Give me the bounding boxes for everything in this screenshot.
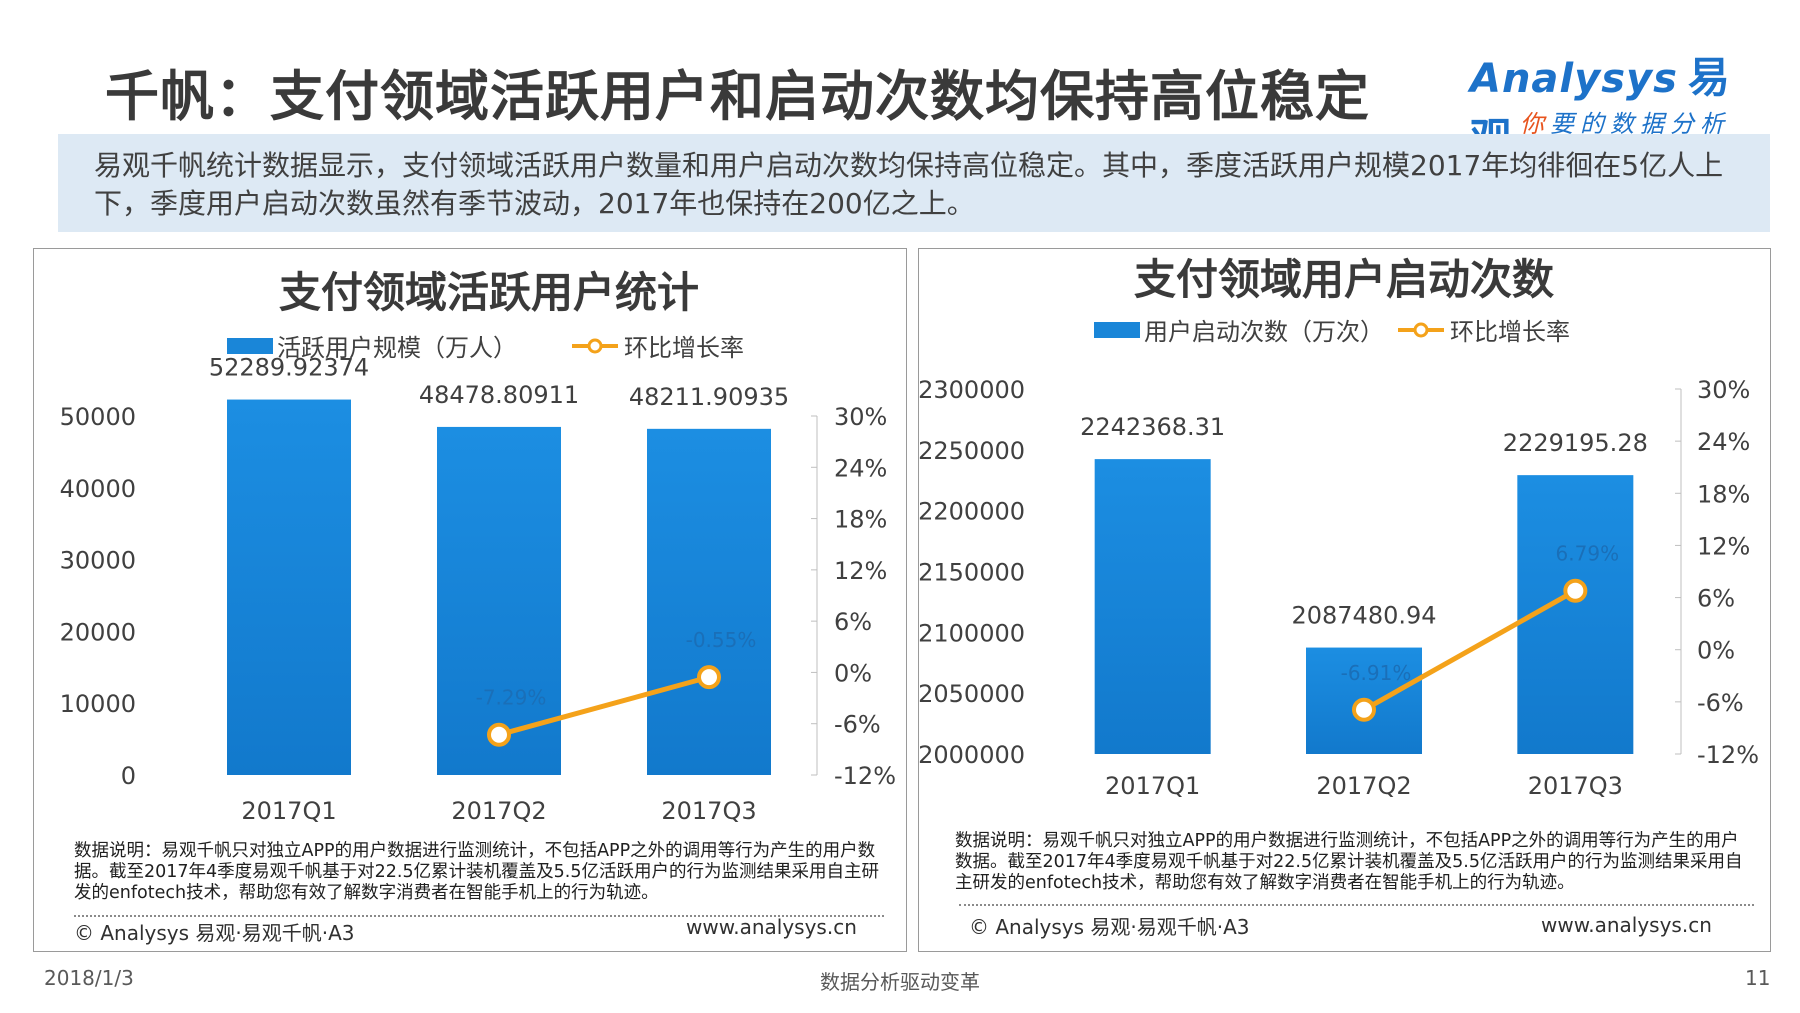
bar-value-label: 48211.90935 <box>629 383 789 411</box>
growth-value-label: -0.55% <box>686 628 757 652</box>
logo-slogan-rest: 要的数据分析 <box>1550 110 1730 138</box>
site-url: www.analysys.cn <box>686 915 857 939</box>
bar-value-label: 2087480.94 <box>1291 602 1436 630</box>
y2-tick-label: 12% <box>834 557 887 585</box>
bar <box>437 426 561 775</box>
y2-tick-label: 30% <box>1697 376 1750 404</box>
y-tick-label: 2250000 <box>919 437 1025 465</box>
y-tick-label: 2300000 <box>919 376 1025 404</box>
summary-box: 易观千帆统计数据显示，支付领域活跃用户数量和用户启动次数均保持高位稳定。其中，季… <box>58 134 1770 232</box>
copyright: © Analysys 易观·易观千帆·A3 <box>969 915 1250 939</box>
y2-tick-label: -6% <box>1697 689 1744 717</box>
bar-value-label: 52289.92374 <box>209 354 369 382</box>
logo-brand: Analysys <box>1470 56 1678 102</box>
y-tick-label: 10000 <box>60 690 136 718</box>
legend-bar-label: 用户启动次数（万次） <box>1144 318 1384 346</box>
x-tick-label: 2017Q2 <box>1316 772 1411 800</box>
growth-value-label: 6.79% <box>1556 542 1620 566</box>
x-tick-label: 2017Q1 <box>1105 772 1200 800</box>
chart-title: 支付领域用户启动次数 <box>1134 255 1554 304</box>
bar <box>227 399 351 775</box>
x-tick-label: 2017Q3 <box>661 797 756 825</box>
x-tick-label: 2017Q3 <box>1528 772 1623 800</box>
legend-bar-swatch <box>227 338 273 354</box>
site-url: www.analysys.cn <box>1541 913 1712 937</box>
data-note: 数据说明：易观千帆只对独立APP的用户数据进行监测统计，不包括APP之外的调用等… <box>955 831 1743 893</box>
growth-value-label: -7.29% <box>476 686 547 710</box>
legend-line-label: 环比增长率 <box>1450 318 1570 346</box>
copyright: © Analysys 易观·易观千帆·A3 <box>74 921 355 945</box>
y2-tick-label: 6% <box>1697 585 1735 613</box>
y2-tick-label: 12% <box>1697 532 1750 560</box>
y2-tick-label: -6% <box>834 711 881 739</box>
y2-tick-label: 30% <box>834 403 887 431</box>
y-tick-label: 2050000 <box>919 680 1025 708</box>
bar-value-label: 48478.80911 <box>419 381 579 409</box>
bar-value-label: 2242368.31 <box>1080 413 1225 441</box>
legend-bar-label: 活跃用户规模（万人） <box>277 334 517 362</box>
legend-bar-swatch <box>1094 322 1140 338</box>
y-tick-label: 2200000 <box>919 498 1025 526</box>
growth-point <box>697 665 721 690</box>
y2-tick-label: 6% <box>834 608 872 636</box>
growth-line <box>1362 588 1577 712</box>
bar-value-label: 2229195.28 <box>1503 429 1648 457</box>
y-tick-label: 20000 <box>60 618 136 646</box>
y2-tick-label: 0% <box>834 659 872 687</box>
growth-line <box>498 674 710 738</box>
growth-point <box>1352 697 1376 722</box>
data-note: 数据说明：易观千帆只对独立APP的用户数据进行监测统计，不包括APP之外的调用等… <box>74 841 879 903</box>
chart-panel-launch-count: 支付领域用户启动次数用户启动次数（万次） 环比增长率 2000000 2050000 2… <box>918 248 1771 952</box>
chart-title: 支付领域活跃用户统计 <box>279 268 699 317</box>
y-tick-label: 30000 <box>60 547 136 575</box>
y2-tick-label: 18% <box>1697 480 1750 508</box>
y2-tick-label: 0% <box>1697 637 1735 665</box>
legend-line-label: 环比增长率 <box>624 334 744 362</box>
y-tick-label: 2150000 <box>919 559 1025 587</box>
y2-tick-label: -12% <box>1697 741 1759 769</box>
divider <box>74 915 884 917</box>
legend-line-marker <box>587 338 603 354</box>
x-tick-label: 2017Q1 <box>241 797 336 825</box>
y-tick-label: 2000000 <box>919 741 1025 769</box>
y2-tick-label: -12% <box>834 762 896 790</box>
y-tick-label: 50000 <box>60 403 136 431</box>
page-title: 千帆：支付领域活跃用户和启动次数均保持高位稳定 <box>105 65 1370 128</box>
footer-date: 2018/1/3 <box>44 966 134 990</box>
y2-tick-label: 24% <box>834 454 887 482</box>
y2-tick-label: 24% <box>1697 428 1750 456</box>
bar <box>647 428 771 775</box>
growth-point <box>487 722 511 747</box>
legend-line-marker <box>1413 322 1429 338</box>
chart-panel-active-users: 支付领域活跃用户统计活跃用户规模（万人） 环比增长率 0 10000 20000 3000… <box>33 248 907 952</box>
footer-slogan: 数据分析驱动变革 <box>820 970 980 994</box>
growth-value-label: -6.91% <box>1341 661 1412 685</box>
y-tick-label: 40000 <box>60 475 136 503</box>
logo-slogan: 你要的数据分析 <box>1520 104 1730 139</box>
bar <box>1094 459 1211 754</box>
divider <box>959 904 1754 906</box>
growth-point <box>1563 578 1588 603</box>
page-number: 11 <box>1745 966 1771 990</box>
y2-tick-label: 18% <box>834 506 887 534</box>
logo-slogan-first: 你 <box>1520 110 1550 138</box>
y-tick-label: 2100000 <box>919 619 1025 647</box>
x-tick-label: 2017Q2 <box>451 797 546 825</box>
y-tick-label: 0 <box>121 762 136 790</box>
